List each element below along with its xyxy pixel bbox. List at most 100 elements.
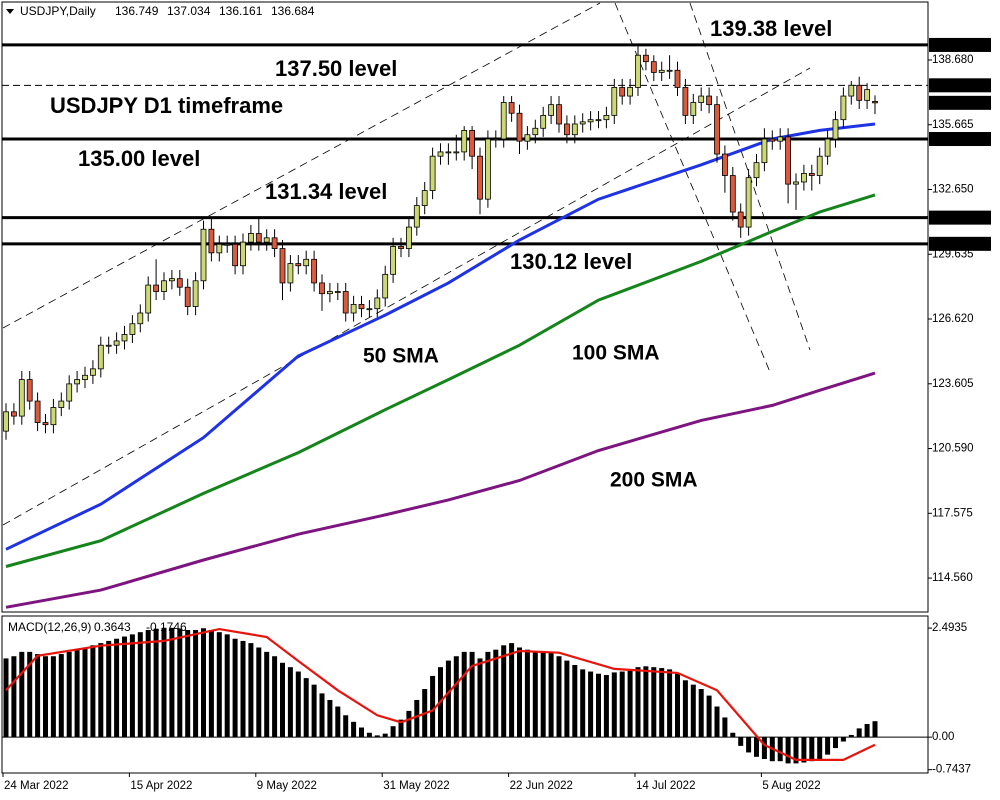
candle-body <box>129 323 136 335</box>
candle-body <box>413 205 420 228</box>
y-tick-label: 123.605 <box>932 378 974 390</box>
candle-body <box>540 114 547 129</box>
candle-body <box>469 130 476 157</box>
macd-bar <box>272 656 278 738</box>
macd-bar <box>3 658 9 738</box>
macd-bar <box>256 647 262 738</box>
level-label: 130.120 <box>932 238 974 250</box>
macd-bar <box>493 649 499 738</box>
candle-body <box>153 284 160 292</box>
candle-body <box>421 190 428 207</box>
macd-panel-frame <box>1 615 929 774</box>
candle-body <box>168 278 175 282</box>
macd-bar <box>540 651 546 738</box>
macd-bar <box>445 660 451 738</box>
macd-bar <box>319 693 325 738</box>
candle-body <box>832 119 839 140</box>
macd-bar <box>556 656 562 738</box>
macd-bar <box>216 632 222 738</box>
candle-body <box>872 101 878 104</box>
macd-bar <box>406 710 412 738</box>
candle-body <box>232 243 239 267</box>
sma-line <box>5 193 876 568</box>
macd-bar <box>856 728 862 738</box>
channel-line <box>689 2 811 351</box>
macd-bar <box>833 737 838 749</box>
candle-body <box>303 258 310 267</box>
candle-body <box>3 411 9 432</box>
macd-bar <box>264 651 270 738</box>
x-tick-label: 15 Apr 2022 <box>130 780 192 792</box>
candle-body <box>579 121 586 125</box>
macd-bar <box>517 647 522 738</box>
macd-bar <box>303 678 309 738</box>
macd-bar <box>398 719 404 738</box>
x-tick-label: 5 Aug 2022 <box>762 780 820 792</box>
macd-bar <box>82 647 88 738</box>
candle-body <box>611 87 618 116</box>
level-label: 135.000 <box>932 133 974 145</box>
symbol: USDJPY,Daily <box>20 4 96 18</box>
candle-body <box>650 61 657 73</box>
candle-body <box>564 123 570 136</box>
macd-bar <box>675 673 680 738</box>
candle-body <box>224 243 231 246</box>
macd-bar <box>66 651 72 738</box>
candle-body <box>382 273 389 299</box>
candle-body <box>761 138 768 164</box>
candle-body <box>753 162 760 179</box>
sma-label: 200 SMA <box>610 469 698 492</box>
candle-body <box>42 422 49 426</box>
macd-bar <box>548 651 554 738</box>
sma-label: 50 SMA <box>363 345 439 368</box>
candle-body <box>374 297 381 310</box>
candle-body <box>556 104 562 125</box>
axes: 138.680 135.665 132.650 129.635 126.620 123.6… <box>2 54 974 792</box>
macd-bar <box>761 737 767 760</box>
macd-bar <box>509 643 515 738</box>
candle-body <box>216 243 223 254</box>
candle-body <box>864 89 870 101</box>
macd-bar <box>11 656 17 738</box>
level-label-box <box>929 37 991 52</box>
macd-bar <box>825 737 831 755</box>
macd-bar <box>730 732 736 738</box>
y-tick-label: 114.560 <box>932 572 973 584</box>
level-note: 139.38 level <box>710 16 832 41</box>
macd-bar <box>106 640 112 738</box>
candle-body <box>706 95 712 106</box>
macd-y-tick-label: -0.7437 <box>932 764 971 776</box>
macd-bar <box>114 638 120 738</box>
candle-body <box>627 87 633 97</box>
price-label-box <box>929 95 991 110</box>
macd-bar <box>524 649 530 738</box>
candle-body <box>785 136 791 185</box>
candle-body <box>121 334 128 342</box>
macd-bar <box>382 733 388 738</box>
candle-body <box>26 379 33 402</box>
macd-bar <box>137 632 143 738</box>
candle-body <box>737 211 744 228</box>
macd-bar <box>706 695 712 738</box>
candle-body <box>769 138 776 142</box>
candle-body <box>643 54 649 63</box>
candle-body <box>358 304 365 310</box>
level-label-box <box>929 236 991 251</box>
macd-bar <box>185 629 191 738</box>
macd-y-tick-label: 2.4935 <box>932 622 967 634</box>
menu-arrow[interactable] <box>6 9 14 14</box>
macd-bar <box>596 673 601 738</box>
macd-bar <box>588 671 594 738</box>
candle-body <box>334 291 341 293</box>
last-close: 136.684 <box>271 4 315 18</box>
candle-body <box>137 312 144 325</box>
macd-bar <box>366 732 372 738</box>
candle-body <box>619 87 626 97</box>
candle-body <box>366 308 373 311</box>
macd-bar <box>714 706 720 738</box>
y-tick-label: 129.635 <box>932 248 974 260</box>
level-label: 139.380 <box>932 39 974 51</box>
y-tick-label: 126.620 <box>932 313 974 325</box>
macd-bar <box>58 654 64 738</box>
